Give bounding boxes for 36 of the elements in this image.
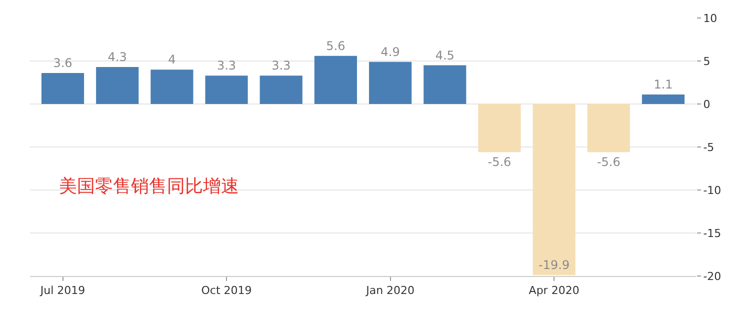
bar <box>205 76 248 104</box>
x-tick-label: Jul 2019 <box>39 284 86 298</box>
data-label: -5.6 <box>596 155 620 170</box>
bar <box>41 73 84 104</box>
data-label: 5.6 <box>326 38 346 53</box>
x-tick-label: Apr 2020 <box>528 284 580 298</box>
data-label: 4 <box>168 52 176 67</box>
y-tick-label: 10 <box>703 12 718 25</box>
y-tick-label: 0 <box>703 98 710 111</box>
bar <box>314 56 357 104</box>
data-label: 3.6 <box>53 56 72 70</box>
y-tick-label: -5 <box>703 140 714 154</box>
bar <box>587 104 630 152</box>
bar <box>478 104 521 152</box>
bar <box>260 76 302 104</box>
x-tick-label: Jan 2020 <box>365 284 415 298</box>
bar <box>642 94 685 104</box>
bar <box>424 65 466 104</box>
bar <box>532 104 576 276</box>
y-tick-label: -10 <box>703 184 722 197</box>
data-label: 4.3 <box>108 50 127 64</box>
bar <box>369 62 412 104</box>
data-label: -19.9 <box>538 258 570 272</box>
bar <box>150 70 194 104</box>
y-tick-label: -15 <box>703 226 722 240</box>
y-tick-label: -20 <box>703 270 722 283</box>
data-label: 3.3 <box>216 58 236 73</box>
data-label: 4.9 <box>380 44 400 59</box>
data-label: 3.3 <box>272 58 291 73</box>
bar <box>96 67 139 104</box>
x-tick-label: Oct 2019 <box>201 284 252 298</box>
data-label: 4.5 <box>435 48 454 62</box>
y-tick-label: 5 <box>703 54 710 68</box>
data-label: 1.1 <box>654 78 673 92</box>
data-label: -5.6 <box>488 155 512 170</box>
annotation: 美国零售销售同比增速 <box>59 176 239 197</box>
